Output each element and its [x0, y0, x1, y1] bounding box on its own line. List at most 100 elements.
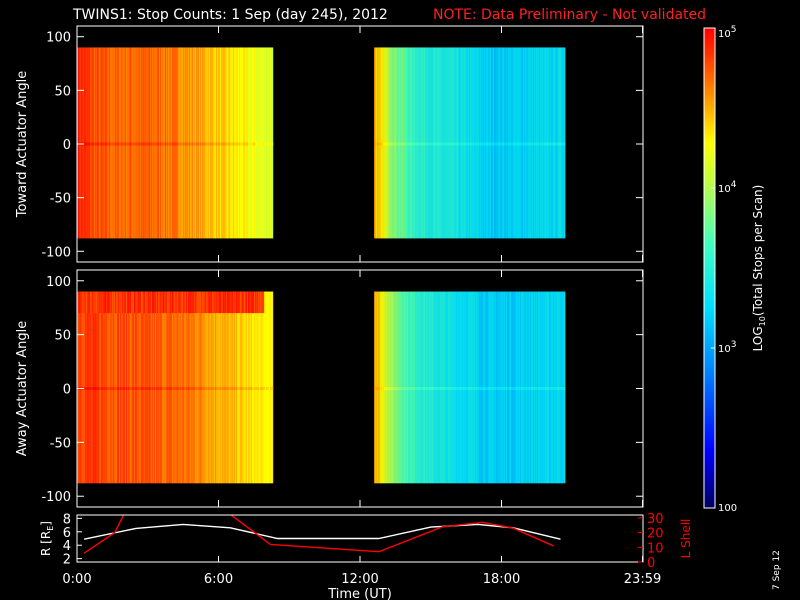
- away-panel-segment-0-zero-stripe: [247, 387, 249, 390]
- away-panel-segment-1-zero-stripe: [467, 387, 469, 390]
- toward-panel-ytick-label: -100: [41, 245, 71, 260]
- away-panel-segment-0-zero-stripe: [105, 387, 107, 390]
- away-panel-segment-1-zero-stripe: [401, 387, 403, 390]
- away-panel-high-angle-band: [152, 291, 154, 314]
- toward-panel-segment-0-zero-stripe: [127, 142, 129, 146]
- toward-panel-segment-1-zero-stripe: [449, 142, 451, 146]
- toward-panel-segment-1-zero-stripe: [462, 142, 464, 146]
- away-panel-high-angle-band: [211, 291, 213, 314]
- toward-panel-segment-0-zero-stripe: [97, 142, 99, 146]
- away-panel-high-angle-band: [178, 291, 180, 314]
- toward-panel-segment-0-zero-stripe: [142, 142, 144, 146]
- toward-panel-segment-0-zero-stripe: [199, 142, 201, 146]
- away-panel-high-angle-band: [83, 291, 85, 314]
- toward-panel-segment-1-zero-stripe: [510, 142, 512, 146]
- toward-panel-segment-1-zero-stripe: [448, 142, 450, 146]
- toward-panel-segment-1-zero-stripe: [518, 142, 520, 146]
- away-panel-high-angle-band: [160, 291, 162, 314]
- away-panel-segment-1-zero-stripe: [532, 387, 534, 390]
- toward-panel-segment-0-zero-stripe: [136, 142, 138, 146]
- away-panel-segment-1-zero-stripe: [558, 387, 560, 390]
- toward-panel-segment-1-zero-stripe: [559, 142, 561, 146]
- away-panel-segment-0-zero-stripe: [104, 387, 106, 390]
- toward-panel-segment-0-zero-stripe: [185, 142, 187, 146]
- away-panel-high-angle-band: [256, 291, 258, 314]
- toward-panel-segment-0-zero-stripe: [191, 142, 193, 146]
- toward-panel-segment-0-zero-stripe: [254, 142, 256, 146]
- away-panel-segment-0-zero-stripe: [150, 387, 152, 390]
- toward-panel-segment-1-zero-stripe: [420, 142, 422, 146]
- away-panel-segment-0-zero-stripe: [168, 387, 170, 390]
- colorbar-tick-exp: 5: [731, 25, 737, 35]
- toward-panel-segment-0-zero-stripe: [119, 142, 121, 146]
- away-panel-segment-0-zero-stripe: [133, 387, 135, 390]
- away-panel-high-angle-band: [91, 291, 93, 314]
- away-panel-segment-1-zero-stripe: [454, 387, 456, 390]
- toward-panel-segment-0-zero-stripe: [229, 142, 231, 146]
- away-panel-segment-0-zero-stripe: [233, 387, 235, 390]
- colorbar-tick-label: 105: [718, 25, 736, 40]
- away-panel-segment-0-zero-stripe: [259, 387, 261, 390]
- toward-panel-segment-0-zero-stripe: [145, 142, 147, 146]
- away-panel-high-angle-band: [88, 291, 90, 314]
- toward-panel-segment-1-zero-stripe: [414, 142, 416, 146]
- away-panel-high-angle-band: [172, 291, 174, 314]
- toward-panel-segment-0-zero-stripe: [164, 142, 166, 146]
- away-panel-high-angle-band: [133, 291, 135, 314]
- toward-panel-segment-1-zero-stripe: [528, 142, 530, 146]
- away-panel-segment-1-zero-stripe: [544, 387, 546, 390]
- away-panel-segment-1-zero-stripe: [526, 387, 528, 390]
- toward-panel-segment-0-zero-stripe: [118, 142, 120, 146]
- toward-panel-segment-1-zero-stripe: [460, 142, 462, 146]
- toward-panel-segment-1-zero-stripe: [552, 142, 554, 146]
- away-panel-high-angle-band: [217, 291, 219, 314]
- toward-panel-segment-1-zero-stripe: [426, 142, 428, 146]
- toward-panel-segment-1-zero-stripe: [386, 142, 388, 146]
- away-panel-high-angle-band: [111, 291, 113, 314]
- toward-panel-segment-1-zero-stripe: [505, 142, 507, 146]
- away-panel-segment-0-zero-stripe: [160, 387, 162, 390]
- away-panel-segment-1-zero-stripe: [545, 387, 547, 390]
- toward-panel-segment-0-zero-stripe: [184, 142, 186, 146]
- toward-panel-segment-1-zero-stripe: [467, 142, 469, 146]
- toward-panel-segment-1-zero-stripe: [377, 142, 379, 146]
- toward-panel-segment-0-zero-stripe: [221, 142, 223, 146]
- away-panel-segment-0-zero-stripe: [95, 387, 97, 390]
- xtick-label: 0:00: [62, 572, 91, 587]
- away-panel-high-angle-band: [106, 291, 108, 314]
- away-panel-high-angle-band: [203, 291, 205, 314]
- away-panel-segment-1-zero-stripe: [543, 387, 545, 390]
- away-panel-segment-0-zero-stripe: [166, 387, 168, 390]
- toward-panel-segment-0-zero-stripe: [126, 142, 128, 146]
- toward-panel-segment-1-zero-stripe: [525, 142, 527, 146]
- toward-panel-segment-1-zero-stripe: [473, 142, 475, 146]
- toward-panel-segment-1-zero-stripe: [456, 142, 458, 146]
- toward-panel-segment-0-zero-stripe: [141, 142, 143, 146]
- toward-panel-segment-0-zero-stripe: [111, 142, 113, 146]
- away-panel-high-angle-band: [138, 291, 140, 314]
- away-panel-segment-1-zero-stripe: [442, 387, 444, 390]
- toward-panel-segment-0-zero-stripe: [204, 142, 206, 146]
- away-panel-segment-0-zero-stripe: [249, 387, 251, 390]
- away-panel-segment-1-zero-stripe: [419, 387, 421, 390]
- toward-panel-segment-0-zero-stripe: [131, 142, 133, 146]
- away-panel-high-angle-band: [255, 291, 257, 314]
- away-panel-segment-0-zero-stripe: [237, 387, 239, 390]
- away-panel-segment-0-zero-stripe: [178, 387, 180, 390]
- away-panel-segment-0-zero-stripe: [217, 387, 219, 390]
- away-panel-high-angle-band: [231, 291, 233, 314]
- away-panel-high-angle-band: [229, 291, 231, 314]
- toward-panel-segment-0-zero-stripe: [264, 142, 266, 146]
- away-panel-segment-1-zero-stripe: [382, 387, 384, 390]
- toward-panel-segment-1-zero-stripe: [418, 142, 420, 146]
- away-panel-segment-0-zero-stripe: [139, 387, 141, 390]
- away-panel-segment-0-zero-stripe: [94, 387, 96, 390]
- away-panel-segment-1-zero-stripe: [505, 387, 507, 390]
- away-panel-high-angle-band: [197, 291, 199, 314]
- toward-panel-segment-0-zero-stripe: [154, 142, 156, 146]
- away-panel-high-angle-band: [126, 291, 128, 314]
- away-panel-segment-0-zero-stripe: [256, 387, 258, 390]
- toward-panel-segment-0-zero-stripe: [174, 142, 176, 146]
- toward-panel-segment-1-zero-stripe: [557, 142, 559, 146]
- away-panel-segment-1-zero-stripe: [482, 387, 484, 390]
